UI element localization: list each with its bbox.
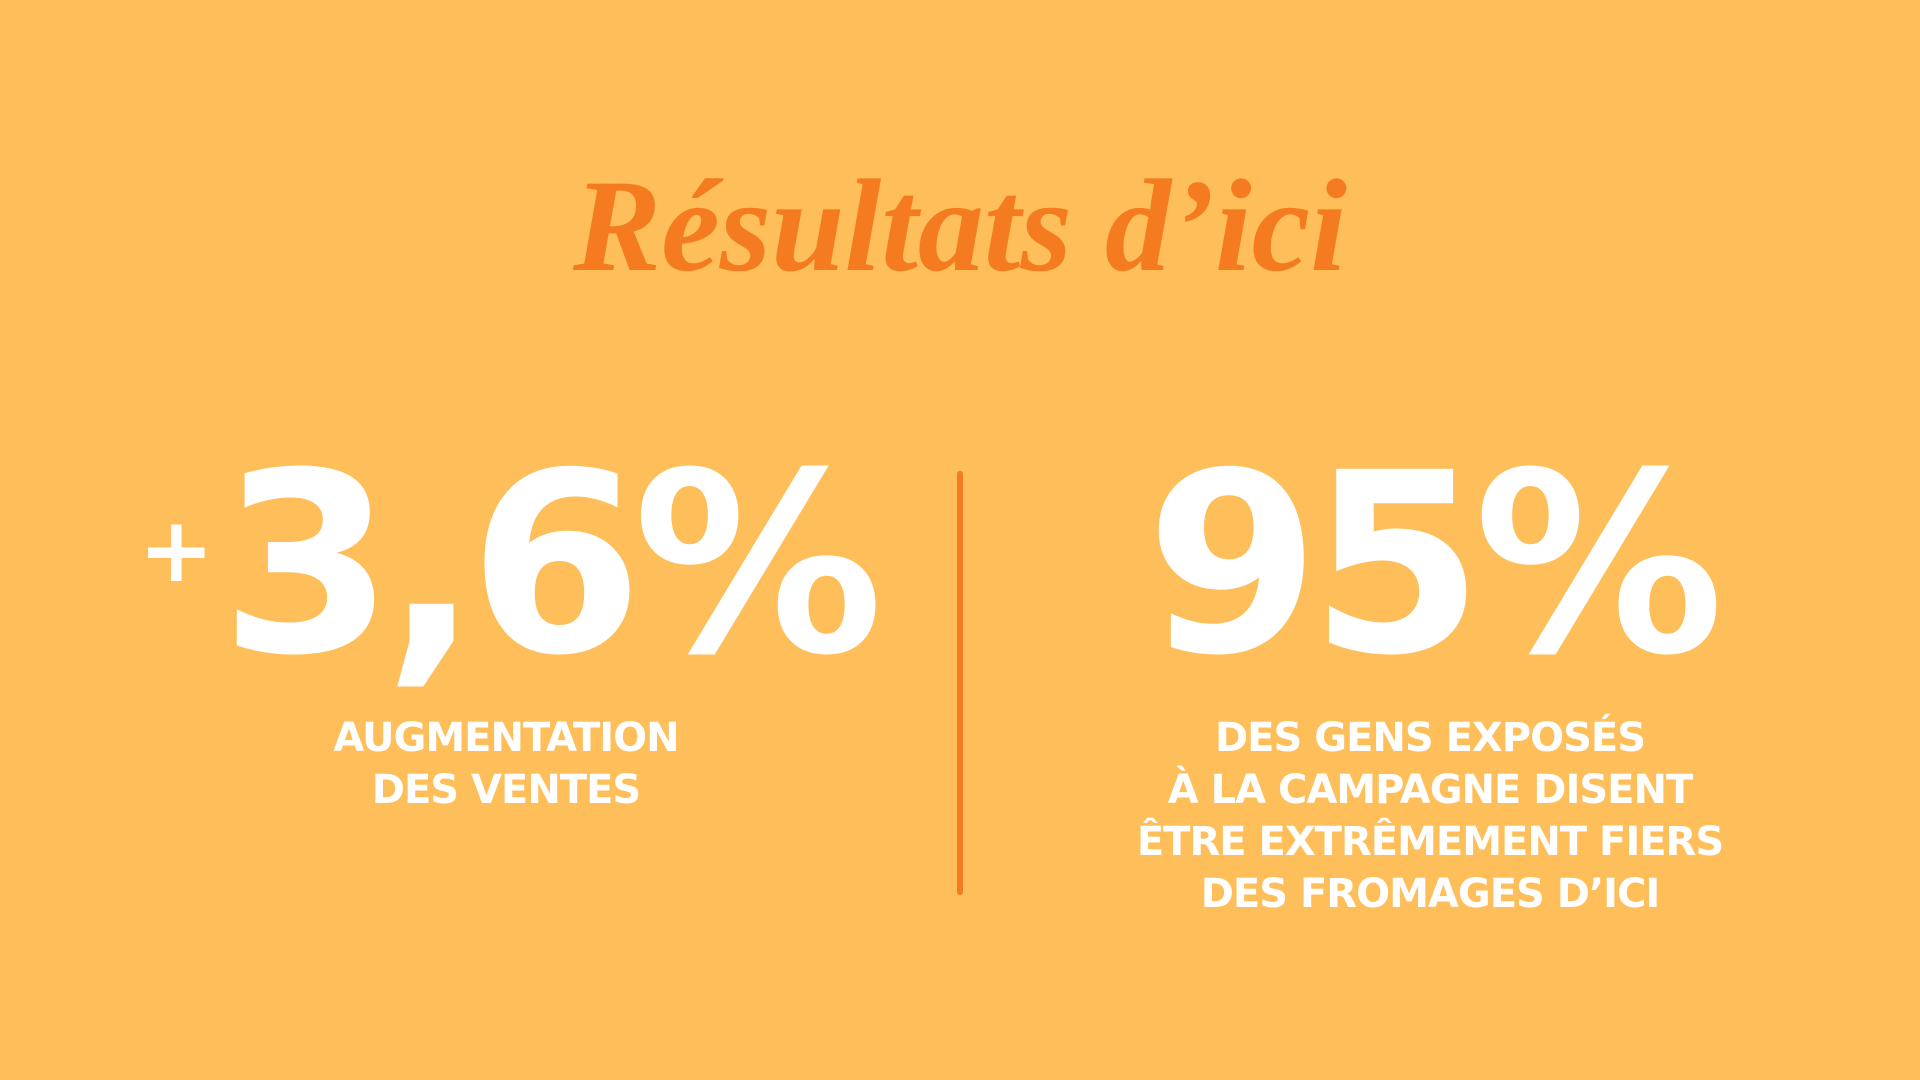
- stat-prefix: +: [138, 498, 215, 603]
- title: Résultats d’ici: [573, 152, 1347, 299]
- stat-label-line: DES FROMAGES D’ICI: [1200, 871, 1661, 917]
- stat-label-line: ÊTRE EXTRÊMEMENT FIERS: [1136, 819, 1724, 865]
- stat-label-line: AUGMENTATION: [333, 715, 679, 761]
- stat-label-line: À LA CAMPAGNE DISENT: [1167, 767, 1694, 813]
- stat: +3,6% AUGMENTATION DES VENTES: [126, 440, 886, 816]
- stat-value: 3,6%: [220, 419, 883, 710]
- stat-label-line: DES VENTES: [371, 767, 641, 813]
- stat-label: AUGMENTATION DES VENTES: [126, 712, 886, 816]
- stat-value: 95%: [1145, 419, 1724, 710]
- stat-figure: +3,6%: [126, 440, 886, 690]
- stat: 95% DES GENS EXPOSÉS À LA CAMPAGNE DISENT…: [1050, 440, 1810, 920]
- stat-figure: 95%: [1050, 440, 1810, 690]
- stat-label-line: DES GENS EXPOSÉS: [1214, 715, 1646, 761]
- divider: [957, 471, 963, 895]
- stat-label: DES GENS EXPOSÉS À LA CAMPAGNE DISENT ÊTRE…: [1050, 712, 1810, 920]
